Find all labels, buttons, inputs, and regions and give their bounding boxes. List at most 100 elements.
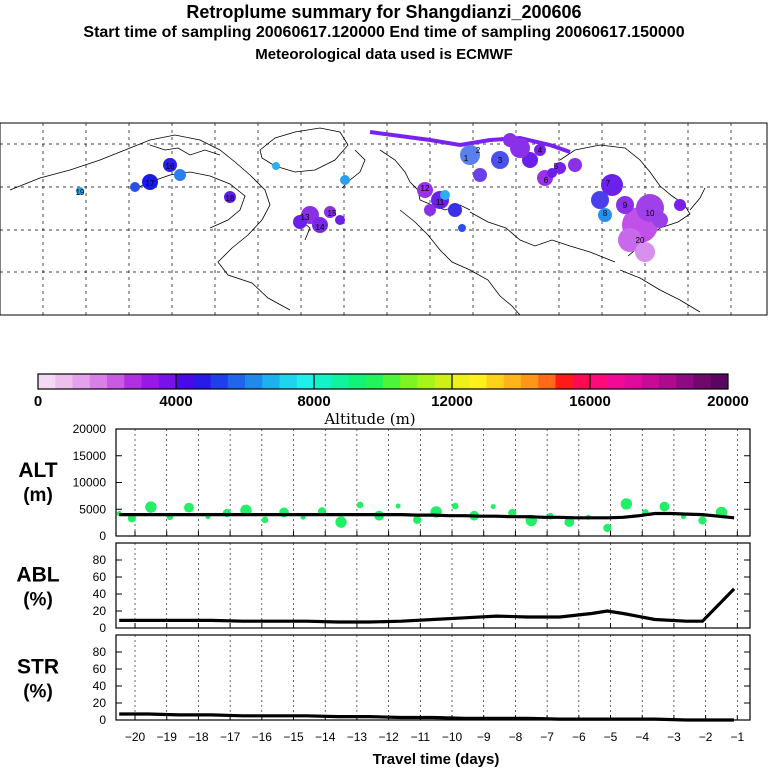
colorbar-cell [124,374,142,389]
colorbar: 0 4000 8000 12000 16000 20000 Altitude (m) [34,373,749,428]
colorbar-cell [331,374,349,389]
altitude-point [698,516,707,525]
x-tick-label: −19 [157,730,178,744]
colorbar-cell [193,374,211,389]
plume-marker [460,145,480,165]
colorbar-cell [607,374,625,389]
colorbar-cell [55,374,73,389]
plume-marker [417,182,433,198]
plume-marker [547,168,557,178]
plume-marker [424,204,436,216]
plume-marker [324,206,336,218]
chart-title: Retroplume summary for Shangdianzi_20060… [186,2,582,22]
plume-marker [652,212,668,228]
trajectory-number-label: 2 [476,146,481,155]
trajectory-number-label: 3 [498,156,503,165]
trajectory-number-label: 8 [603,209,608,218]
plume-marker [312,217,328,233]
trajectory-number-label: 19 [76,188,85,197]
trajectory-number-label: 18 [226,194,235,203]
colorbar-tick-label: 8000 [297,393,330,410]
colorbar-tick-label: 16000 [569,393,611,410]
y-tick-label: 10000 [73,476,107,490]
x-tick-label: −2 [699,730,713,744]
plume-marker [473,168,487,182]
x-tick-label: −3 [667,730,681,744]
plume-marker [293,215,307,229]
colorbar-frame [37,373,729,390]
series-line-alt [119,511,735,520]
altitude-point [261,516,269,524]
panel-label-unit: (m) [23,485,53,506]
altitude-point [451,502,459,510]
trajectory-number-label: 7 [606,179,611,188]
plume-trail [369,130,571,154]
panel-frame [115,428,751,537]
colorbar-tick-label: 0 [34,393,42,410]
colorbar-cell [538,374,556,389]
trajectory-number-label: 14 [316,223,325,232]
y-tick-label: 0 [99,713,106,727]
colorbar-tick-label: 4000 [159,393,192,410]
colorbar-cell [262,374,280,389]
y-tick-label: 40 [93,587,107,601]
plume-marker [598,208,612,222]
plume-marker [534,144,546,156]
sampling-time-subtitle: Start time of sampling 20060617.120000 E… [83,24,685,41]
y-tick-label: 20 [93,696,107,710]
y-tick-label: 15000 [73,449,107,463]
trajectory-number-label: 12 [421,184,430,193]
panel-frame [115,634,751,721]
colorbar-cell [38,374,56,389]
x-tick-label: −15 [283,730,304,744]
x-tick-label: −11 [411,730,431,744]
colorbar-cell [624,374,643,389]
colorbar-cell [641,374,660,389]
altitude-point [127,514,136,523]
plume-marker [458,224,466,232]
colorbar-cell [486,374,505,389]
colorbar-cell [89,374,108,389]
plume-marker [503,133,517,147]
y-tick-label: 20000 [73,422,107,436]
plume-marker [174,169,186,181]
colorbar-cell [659,374,677,389]
colorbar-cell [572,374,591,389]
panel-abl: 0 20 40 60 80 ABL (%) [16,542,751,635]
x-tick-label: −8 [509,730,523,744]
plume-marker [616,196,634,214]
colorbar-cell [72,374,91,389]
colorbar-cell [348,374,367,389]
trajectory-number-label: 15 [328,209,337,218]
altitude-point [145,501,157,513]
plume-marker [635,242,655,262]
colorbar-cell [400,374,418,389]
trajectory-number-label: 13 [301,213,310,222]
plume-marker [76,187,84,195]
colorbar-cell [365,374,384,389]
altitude-point [184,502,194,513]
panel-label-unit: (%) [23,681,53,702]
y-tick-label: 60 [93,570,107,584]
trajectory-number-label: 1 [464,154,469,163]
colorbar-cell [590,374,608,389]
y-tick-label: 40 [93,679,107,693]
plume-marker [335,215,345,225]
colorbar-cell [296,374,315,389]
colorbar-cell [676,374,694,389]
x-tick-label: −17 [220,730,241,744]
x-tick-label: −9 [477,730,491,744]
x-tick-label: −20 [125,730,146,744]
colorbar-cell [417,374,436,389]
trajectory-number-label: 16 [166,162,175,171]
altitude-point [659,501,670,512]
plume-marker [674,199,686,211]
plume-marker [272,162,280,170]
plume-marker [618,228,642,252]
panel-label-unit: (%) [23,589,53,610]
colorbar-cell [279,374,298,389]
panel-label-name: STR [17,655,59,678]
plume-marker [440,190,450,200]
